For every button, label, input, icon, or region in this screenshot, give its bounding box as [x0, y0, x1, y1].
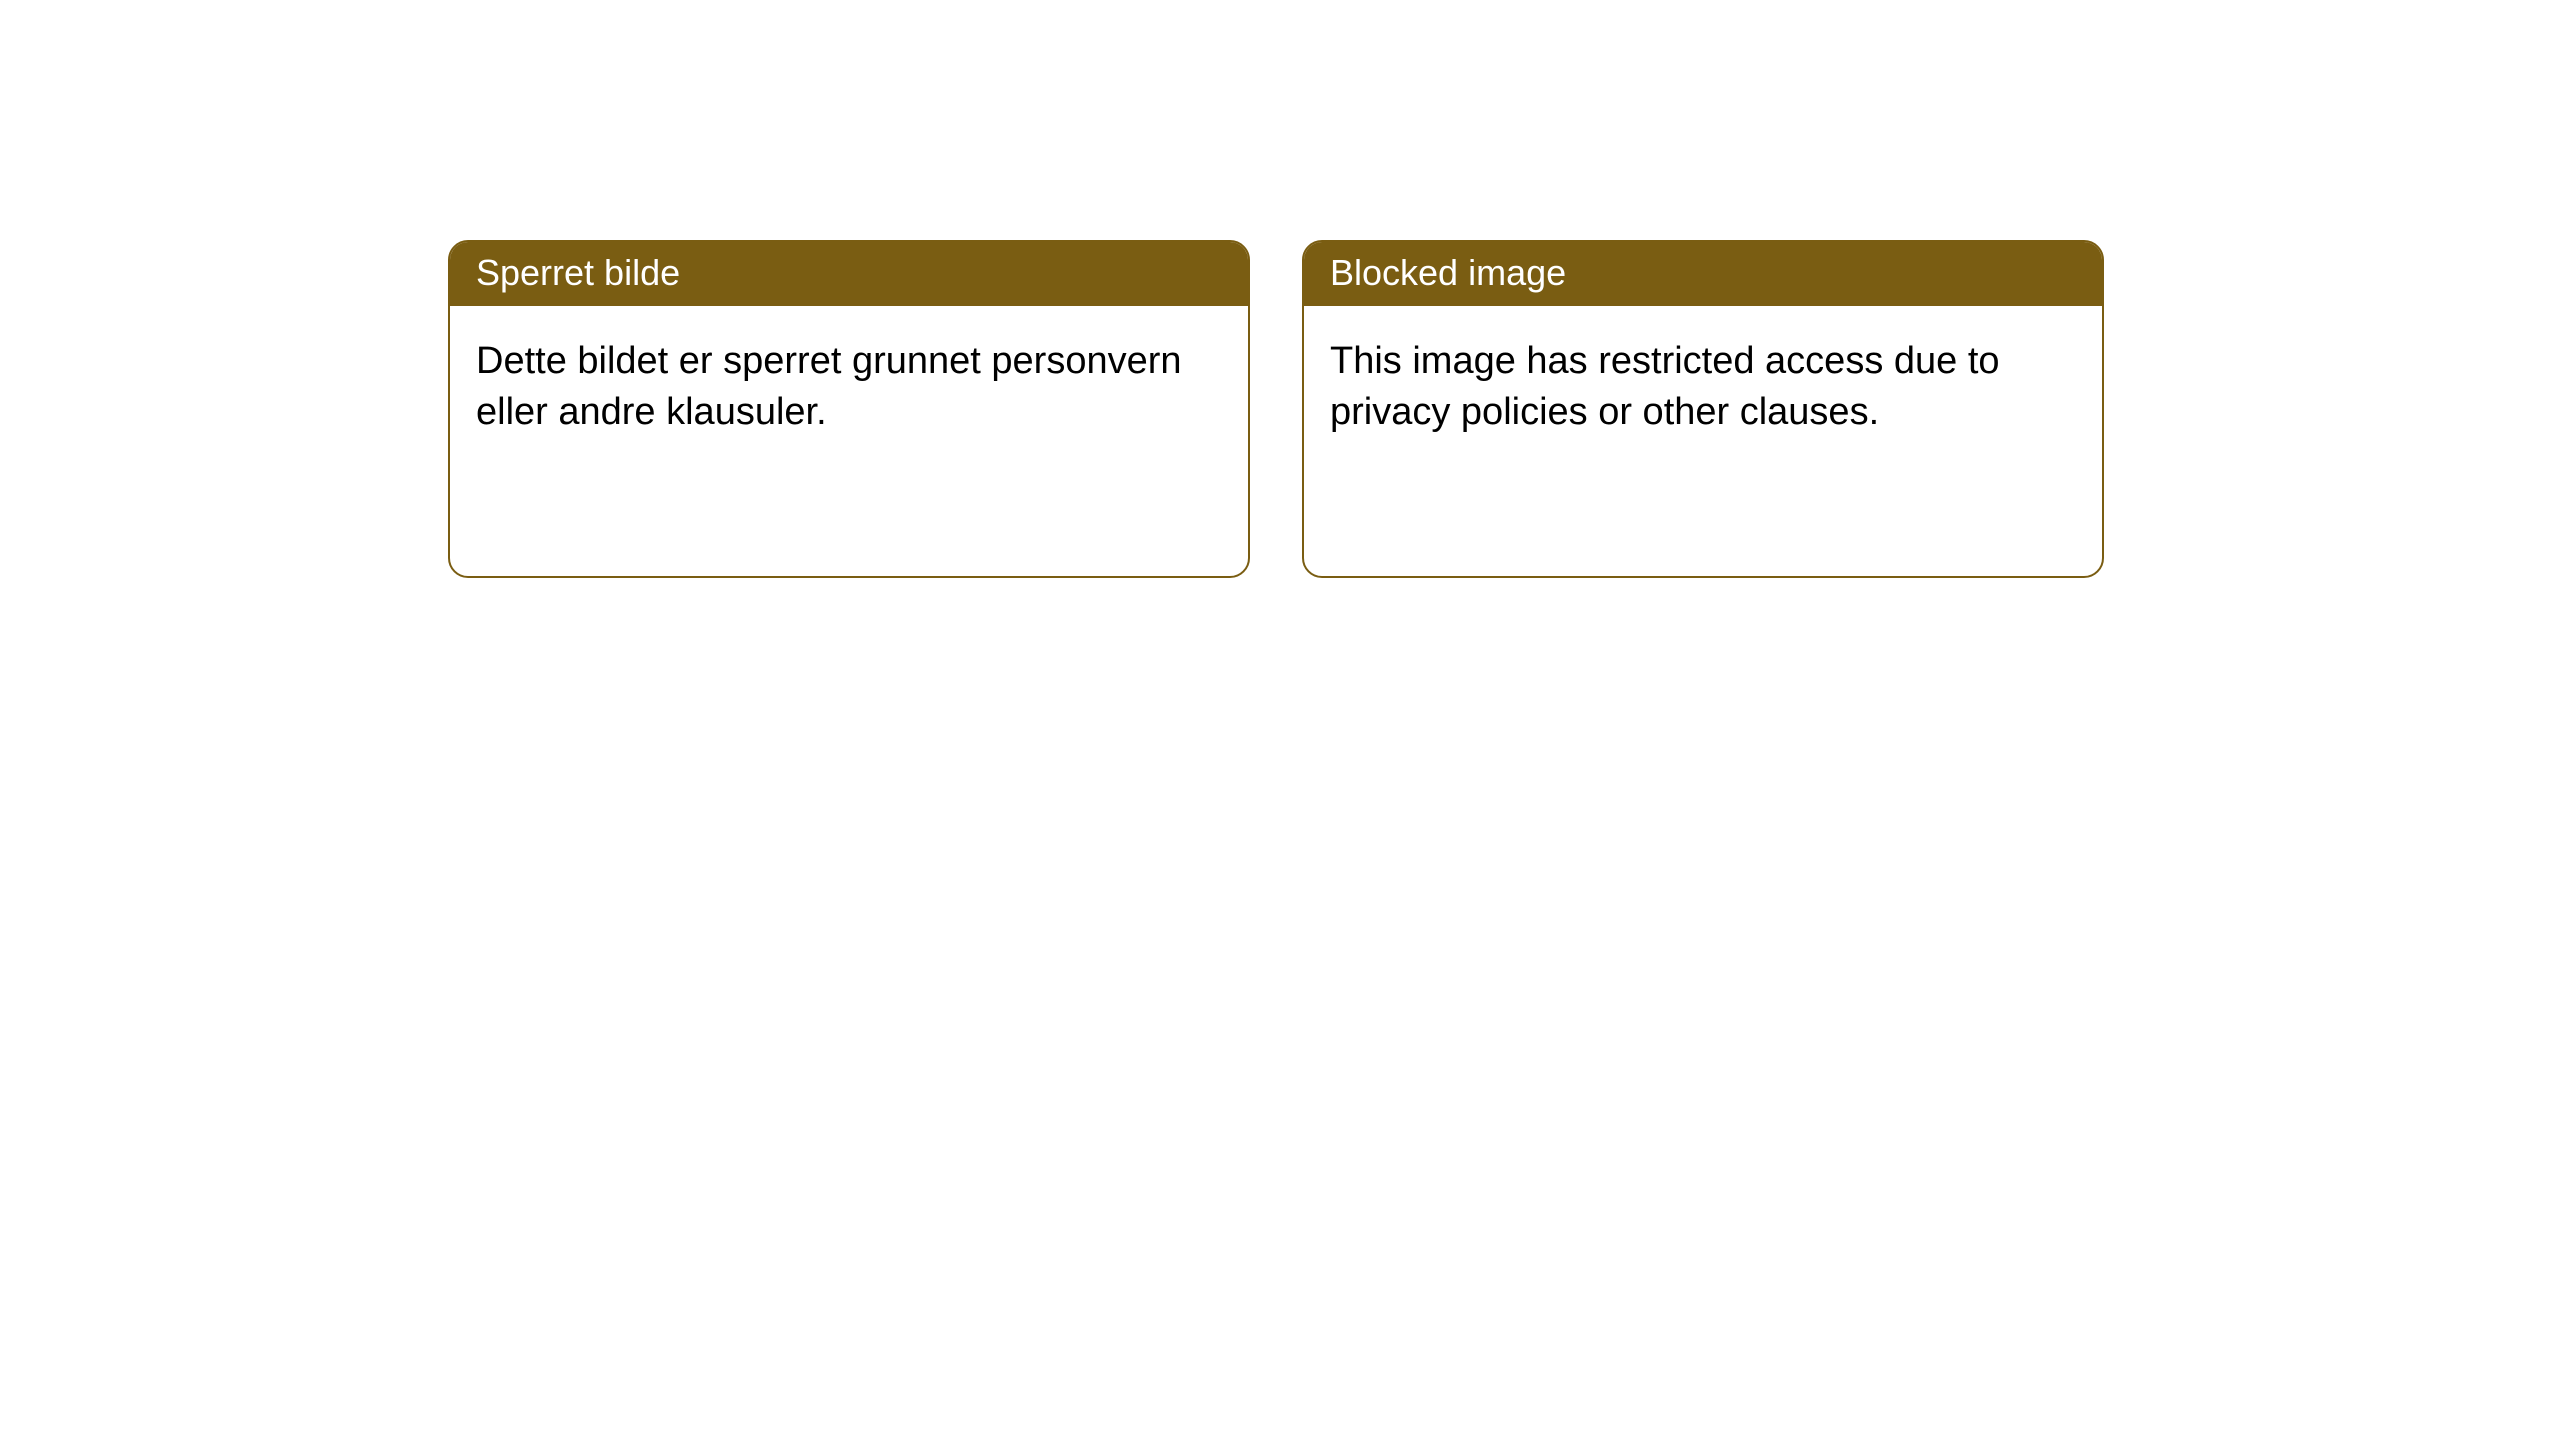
- notice-container: Sperret bilde Dette bildet er sperret gr…: [0, 0, 2560, 578]
- notice-title: Blocked image: [1330, 252, 1566, 293]
- notice-message: This image has restricted access due to …: [1330, 340, 2000, 433]
- notice-header: Sperret bilde: [450, 242, 1248, 306]
- notice-box-english: Blocked image This image has restricted …: [1302, 240, 2104, 578]
- notice-header: Blocked image: [1304, 242, 2102, 306]
- notice-box-norwegian: Sperret bilde Dette bildet er sperret gr…: [448, 240, 1250, 578]
- notice-title: Sperret bilde: [476, 252, 680, 293]
- notice-body: Dette bildet er sperret grunnet personve…: [450, 306, 1248, 576]
- notice-body: This image has restricted access due to …: [1304, 306, 2102, 576]
- notice-message: Dette bildet er sperret grunnet personve…: [476, 340, 1182, 433]
